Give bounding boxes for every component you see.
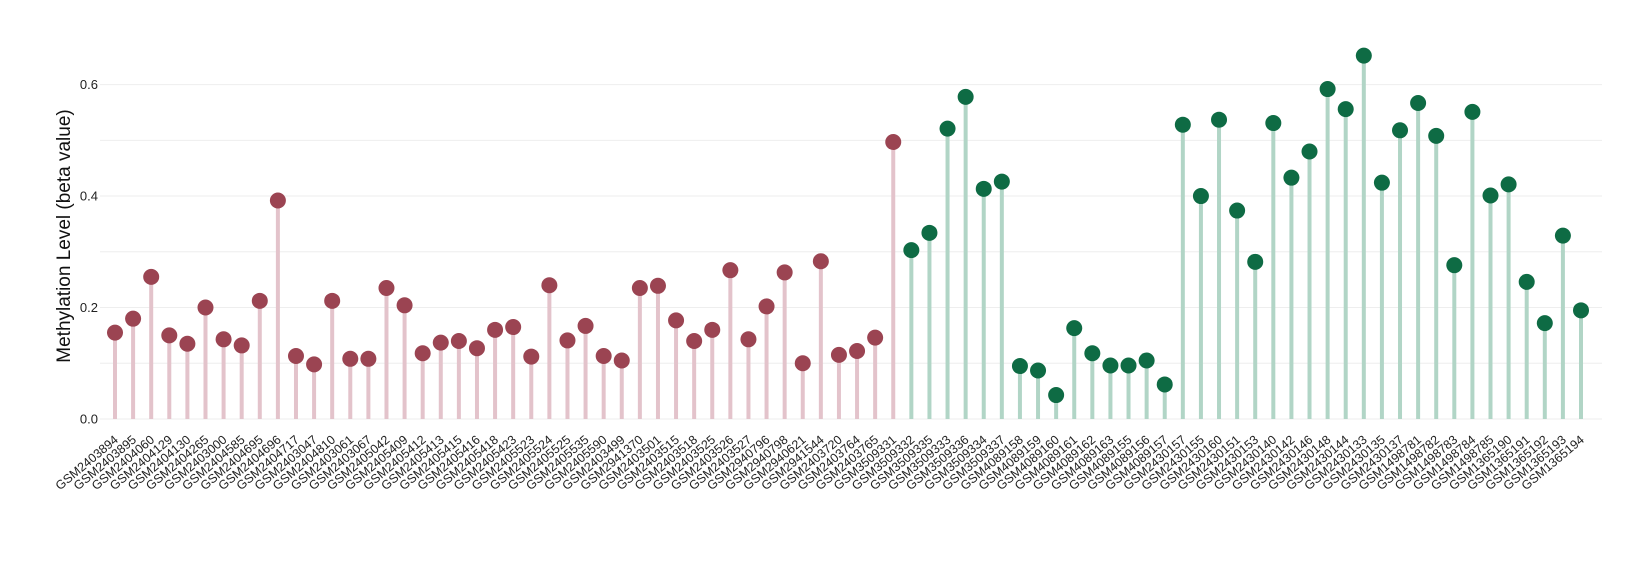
y-tick-label: 0.0	[80, 412, 98, 427]
data-point	[487, 321, 504, 338]
data-point	[740, 331, 757, 348]
data-point	[1174, 116, 1191, 133]
data-point	[993, 173, 1010, 190]
data-point	[668, 312, 685, 329]
data-point	[867, 329, 884, 346]
data-point	[1319, 81, 1336, 98]
data-point	[450, 332, 467, 349]
data-point	[1120, 357, 1137, 374]
data-point	[1265, 115, 1282, 132]
data-point	[1030, 362, 1047, 379]
data-point	[1518, 273, 1535, 290]
data-point	[776, 264, 793, 281]
data-point	[1373, 174, 1390, 191]
data-point	[921, 224, 938, 241]
data-point	[849, 343, 866, 360]
data-point	[215, 331, 232, 348]
data-point	[1301, 143, 1318, 160]
y-tick-label: 0.6	[80, 77, 98, 92]
data-point	[143, 268, 160, 285]
data-point	[1102, 357, 1119, 374]
data-point	[378, 280, 395, 297]
data-point	[1011, 358, 1028, 375]
data-point	[306, 356, 323, 373]
grid-lines	[100, 84, 1602, 420]
data-point	[577, 317, 594, 334]
data-point	[324, 292, 341, 309]
data-point	[975, 180, 992, 197]
data-point	[523, 348, 540, 365]
data-point	[1247, 253, 1264, 270]
data-point	[1392, 122, 1409, 139]
data-point	[1536, 315, 1553, 332]
data-point	[1464, 103, 1481, 120]
y-tick-label: 0.2	[80, 300, 98, 315]
data-point	[1084, 345, 1101, 362]
data-point	[1446, 257, 1463, 274]
data-point	[342, 350, 359, 367]
data-point	[794, 355, 811, 372]
data-point	[1192, 188, 1209, 205]
data-point	[360, 350, 377, 367]
lollipop-stems	[113, 55, 1583, 419]
data-point	[107, 324, 123, 341]
data-point	[957, 88, 974, 105]
y-tick-label: 0.4	[80, 189, 98, 204]
data-point	[686, 332, 703, 349]
data-point	[1355, 47, 1372, 64]
data-point	[1500, 176, 1517, 193]
data-point	[1066, 320, 1083, 337]
data-point	[830, 346, 847, 363]
data-point	[631, 280, 648, 297]
data-point	[1573, 302, 1589, 319]
data-point	[722, 262, 739, 279]
data-point	[468, 340, 485, 357]
data-point	[613, 352, 630, 369]
data-point	[885, 133, 902, 150]
data-point	[396, 297, 413, 314]
data-point	[197, 299, 214, 316]
data-point	[251, 292, 268, 309]
data-point	[432, 334, 449, 351]
data-point	[1428, 127, 1445, 144]
data-point	[559, 332, 576, 349]
data-point	[505, 319, 522, 336]
x-axis-ticks: GSM2403894GSM2403895GSM2404060GSM2404129…	[53, 433, 1587, 493]
data-point	[125, 310, 142, 327]
data-point	[541, 277, 558, 294]
data-point	[1138, 352, 1155, 369]
data-point	[939, 120, 956, 137]
data-point	[287, 348, 304, 365]
data-point	[1229, 202, 1246, 219]
data-point	[704, 321, 721, 338]
data-point	[1337, 101, 1354, 118]
data-point	[1410, 94, 1427, 111]
data-point	[1211, 111, 1228, 128]
data-point	[233, 337, 250, 354]
data-point	[649, 277, 666, 294]
data-point	[758, 298, 775, 315]
data-point	[1156, 376, 1173, 393]
data-point	[1482, 187, 1499, 204]
data-point	[1554, 227, 1571, 244]
data-point	[414, 345, 431, 362]
lollipop-points	[107, 47, 1589, 404]
data-point	[1048, 387, 1065, 404]
data-point	[179, 335, 196, 352]
data-point	[1283, 169, 1300, 186]
data-point	[595, 348, 612, 365]
y-axis-title: Methylation Level (beta value)	[54, 109, 75, 362]
data-point	[269, 192, 286, 209]
data-point	[161, 327, 178, 344]
data-point	[903, 242, 920, 259]
data-point	[812, 253, 829, 270]
y-axis-ticks: 0.0 0.2 0.4 0.6	[80, 77, 98, 426]
